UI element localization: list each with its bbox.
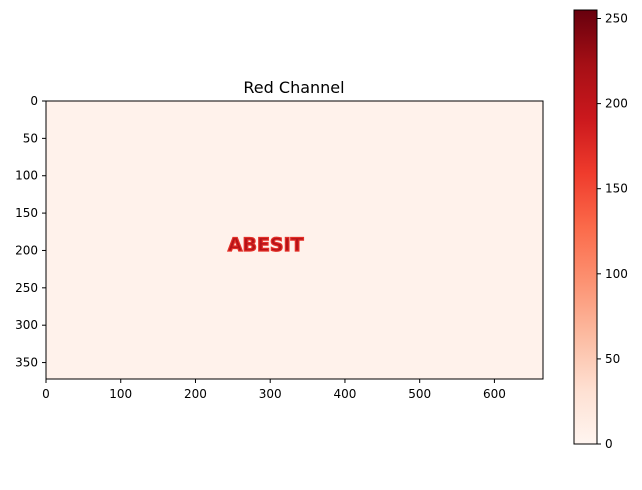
y-axis: 0 50 100 150 200 250 300 350 (15, 94, 46, 370)
y-tick-label: 200 (15, 243, 38, 257)
colorbar-tick-label: 100 (605, 267, 628, 281)
x-tick-label: 0 (42, 387, 50, 401)
colorbar-ticks: 0 50 100 150 200 250 (597, 12, 628, 451)
y-tick-label: 50 (23, 131, 38, 145)
x-tick-label: 400 (333, 387, 356, 401)
chart-title: Red Channel (243, 78, 344, 97)
x-tick-label: 300 (259, 387, 282, 401)
colorbar-tick-label: 200 (605, 97, 628, 111)
colorbar-tick-label: 50 (605, 352, 620, 366)
heatmap-plot: ABESIT 0 100 200 300 400 500 600 0 50 100 150 200 2… (15, 94, 544, 401)
colorbar-frame (573, 9, 598, 445)
colorbar-tick-label: 250 (605, 12, 628, 26)
y-tick-label: 350 (15, 356, 38, 370)
y-tick-label: 150 (15, 206, 38, 220)
y-tick-label: 100 (15, 169, 38, 183)
x-tick-label: 200 (184, 387, 207, 401)
y-tick-label: 0 (30, 94, 38, 108)
x-tick-label: 100 (109, 387, 132, 401)
heatmap-image (46, 101, 543, 379)
colorbar-tick-label: 150 (605, 182, 628, 196)
x-tick-label: 500 (408, 387, 431, 401)
embedded-text: ABESIT (228, 234, 304, 256)
colorbar-tick-label: 0 (605, 437, 613, 451)
y-tick-label: 300 (15, 318, 38, 332)
plot-frame (45, 100, 544, 380)
colorbar: 0 50 100 150 200 250 (573, 9, 628, 451)
y-tick-label: 250 (15, 281, 38, 295)
colorbar-gradient (574, 10, 597, 444)
x-tick-label: 600 (483, 387, 506, 401)
x-axis: 0 100 200 300 400 500 600 (42, 379, 506, 401)
